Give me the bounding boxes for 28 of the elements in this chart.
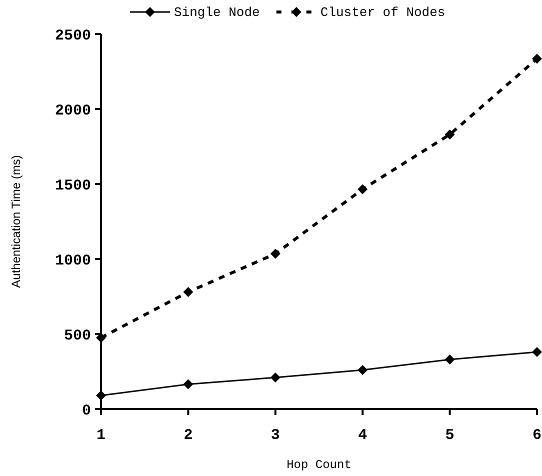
x-axis-title: Hop Count xyxy=(286,458,352,472)
point xyxy=(183,287,194,297)
x-tick-label: 6 xyxy=(532,427,542,444)
x-tick-label: 2 xyxy=(184,427,193,444)
point xyxy=(183,379,194,390)
x-tick-label: 4 xyxy=(358,427,368,444)
y-tick-label: 2500 xyxy=(54,27,91,44)
x-tick-label: 3 xyxy=(270,427,280,444)
point xyxy=(358,184,368,194)
point xyxy=(96,390,106,400)
point xyxy=(532,347,542,357)
point xyxy=(444,354,455,364)
point xyxy=(270,372,280,382)
x-tick-label: 1 xyxy=(96,427,106,444)
point xyxy=(96,332,106,343)
point xyxy=(270,248,280,259)
point xyxy=(358,365,368,375)
point xyxy=(444,130,455,140)
legend-label: Cluster of Nodes xyxy=(320,5,446,20)
y-tick-label: 2000 xyxy=(54,102,91,120)
legend-label: Single Node xyxy=(174,5,260,20)
point xyxy=(532,54,542,64)
y-axis-title: Authentication Time (ms) xyxy=(9,155,23,288)
y-tick-label: 500 xyxy=(64,327,91,344)
y-tick-label: 1500 xyxy=(54,177,91,194)
y-tick-label: 0 xyxy=(82,402,91,420)
y-tick-label: 1000 xyxy=(54,252,91,270)
x-tick-label: 5 xyxy=(445,427,454,444)
